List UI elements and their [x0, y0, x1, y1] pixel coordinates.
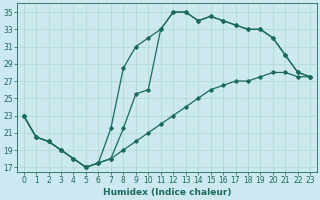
- X-axis label: Humidex (Indice chaleur): Humidex (Indice chaleur): [103, 188, 231, 197]
